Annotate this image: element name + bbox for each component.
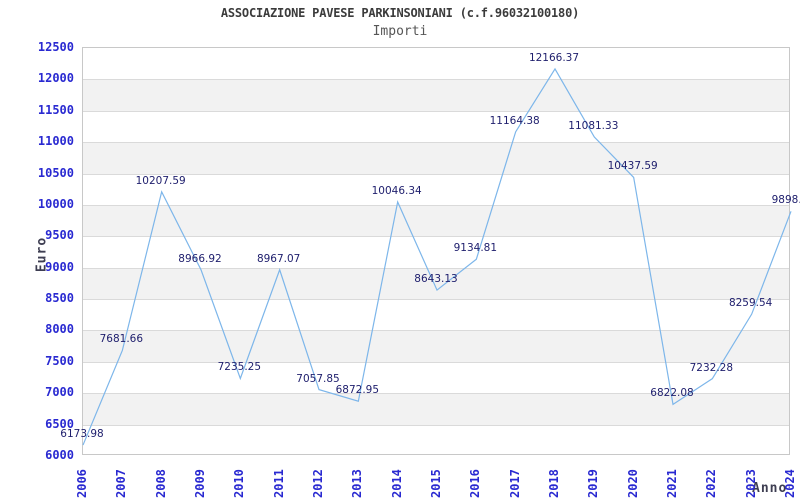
y-tick-label: 7000	[45, 385, 74, 400]
gridline	[83, 110, 789, 112]
data-label: 6872.95	[335, 384, 380, 397]
y-tick-label: 12000	[37, 71, 74, 86]
grid-band	[83, 330, 789, 362]
data-label: 6822.08	[650, 387, 694, 400]
y-tick-label: 6000	[45, 448, 74, 462]
gridline	[83, 236, 789, 238]
gridline	[83, 299, 789, 301]
y-tick-label: 12500	[37, 40, 74, 54]
data-label: 10207.59	[135, 174, 186, 187]
y-tick-label: 6500	[45, 416, 74, 431]
x-tick-label: 2012	[311, 469, 325, 498]
data-label: 7681.66	[99, 333, 144, 346]
x-tick-label: 2006	[75, 469, 89, 498]
gridline	[83, 330, 789, 332]
x-tick-label: 2024	[783, 469, 797, 498]
data-label: 9898.7	[771, 194, 800, 207]
grid-band	[83, 393, 789, 425]
data-label: 8259.54	[728, 297, 773, 310]
x-tick-label: 2022	[704, 469, 719, 498]
data-label: 9134.81	[453, 242, 498, 255]
gridline	[83, 393, 789, 395]
x-tick-label: 2020	[625, 469, 640, 498]
x-tick-label: 2010	[232, 469, 247, 498]
gridline	[83, 204, 789, 206]
gridline	[83, 79, 789, 81]
x-tick-label: 2019	[586, 469, 601, 498]
gridline	[83, 142, 789, 144]
y-tick-label: 8000	[45, 322, 74, 337]
chart-title: ASSOCIAZIONE PAVESE PARKINSONIANI (c.f.9…	[220, 6, 580, 20]
x-tick-label: 2015	[429, 469, 443, 498]
gridline	[83, 424, 789, 426]
y-tick-label: 10000	[37, 196, 74, 211]
x-tick-label: 2023	[743, 469, 758, 498]
data-label: 11164.38	[489, 114, 540, 127]
line-series	[82, 67, 792, 446]
x-tick-label: 2013	[350, 469, 365, 498]
y-tick-label: 7500	[45, 353, 74, 368]
x-axis-title: Anno	[752, 481, 788, 496]
data-label: 7057.85	[296, 372, 340, 385]
grid-band	[83, 79, 789, 111]
x-tick-label: 2018	[547, 469, 561, 498]
y-tick-label: 8500	[45, 291, 74, 306]
data-label: 8966.92	[178, 252, 222, 265]
x-tick-label: 2011	[271, 469, 286, 498]
data-label: 8967.07	[256, 252, 301, 265]
y-tick-label: 9000	[45, 259, 74, 274]
x-tick-label: 2008	[153, 469, 168, 498]
data-label: 6173.98	[60, 428, 104, 441]
x-tick-label: 2021	[665, 469, 679, 498]
grid-band	[83, 267, 789, 300]
series-line	[82, 67, 792, 446]
data-label: 7235.25	[217, 361, 262, 374]
data-label: 7232.28	[689, 361, 734, 374]
x-tick-label: 2009	[193, 469, 207, 498]
grid-band	[83, 204, 789, 237]
data-label: 12166.37	[528, 51, 580, 64]
y-tick-label: 11000	[37, 134, 74, 149]
plot-area	[82, 47, 792, 455]
gridline	[83, 173, 789, 175]
data-label: 10046.34	[371, 185, 422, 198]
data-label: 8643.13	[414, 273, 458, 286]
y-tick-label: 10500	[37, 165, 74, 180]
grid-band	[83, 142, 789, 174]
x-tick-label: 2017	[507, 469, 522, 498]
data-label: 11081.33	[568, 120, 619, 133]
chart-subtitle: Importi	[372, 24, 428, 39]
y-tick-label: 11500	[37, 102, 74, 117]
y-tick-label: 9500	[45, 228, 74, 243]
gridline	[83, 267, 789, 269]
data-label: 10437.59	[607, 160, 658, 173]
x-tick-label: 2014	[389, 469, 404, 498]
x-tick-label: 2007	[114, 469, 129, 498]
x-tick-label: 2016	[468, 469, 483, 498]
gridline	[83, 361, 789, 363]
